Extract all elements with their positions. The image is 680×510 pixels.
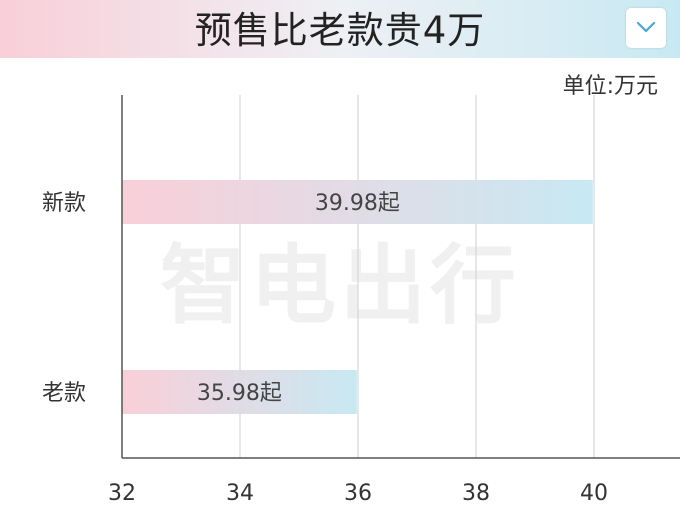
title-bar (0, 0, 680, 58)
bar-value-label: 39.98起 (315, 191, 400, 216)
category-label: 老款 (42, 381, 86, 406)
x-tick-label: 34 (226, 481, 254, 506)
watermark: 智电出行 (160, 236, 520, 336)
chart-title: 预售比老款贵4万 (194, 9, 486, 52)
chevron-down-icon (636, 21, 656, 33)
x-tick-label: 38 (462, 481, 490, 506)
bar (122, 370, 357, 414)
unit-label: 单位:万元 (562, 74, 658, 99)
bar (122, 180, 593, 224)
x-tick-label: 36 (344, 481, 372, 506)
x-tick-label: 32 (108, 481, 136, 506)
category-label: 新款 (42, 191, 86, 216)
dropdown-button[interactable] (626, 8, 666, 48)
bar-value-label: 35.98起 (197, 381, 282, 406)
x-tick-label: 40 (580, 481, 608, 506)
